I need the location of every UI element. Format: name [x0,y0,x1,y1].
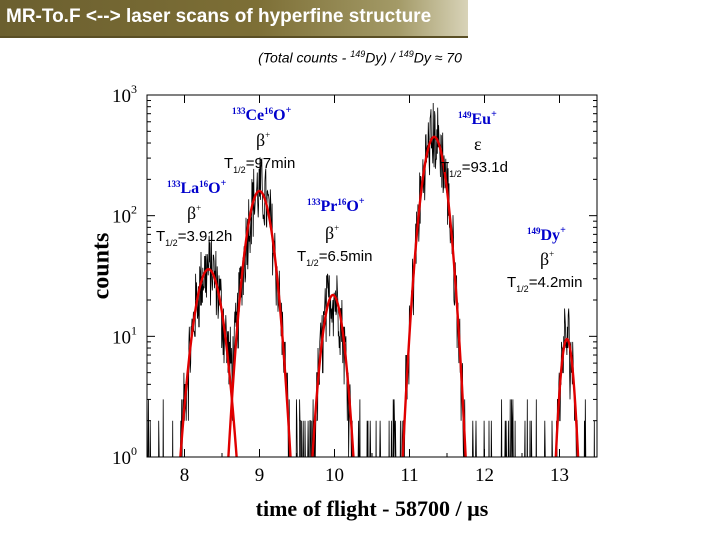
pro-decay: β [325,223,334,243]
subtitle-pre: (Total counts - [258,49,351,66]
ceo-t-sub: 1/2 [233,165,246,175]
subtitle-post: Dy ≈ 70 [413,49,462,66]
eu-el1: Eu [472,111,492,128]
dy-charge: + [560,225,566,236]
pro-charge: + [359,196,365,207]
x-tick-label: 13 [550,465,569,486]
pro-t-val: =6.5min [319,248,373,265]
fit-curve-peak-3 [311,293,355,457]
annotation-lao: 133La16O+ β+ T1/2=3.912h [156,178,232,248]
y-tick-label: 100 [112,444,137,469]
dy-t: T [507,274,516,291]
svg-text:T1/2=6.5min: T1/2=6.5min [297,248,372,268]
x-tick-label: 10 [325,465,344,486]
svg-text:T1/2=97min: T1/2=97min [224,155,295,175]
ceo-el1: Ce [246,107,265,124]
pro-t: T [297,248,306,265]
slide-title: MR-To.F <--> laser scans of hyperfine st… [6,6,432,27]
eu-decay: ε [474,134,482,154]
pro-el1: Pr [321,198,338,215]
annotation-dy: 149Dy+ β+ T1/2=4.2min [507,225,582,294]
x-tick-label: 9 [255,465,265,486]
lao-t: T [156,228,165,245]
title-bar: MR-To.F <--> laser scans of hyperfine st… [0,0,468,38]
y-tick-label: 103 [112,82,137,107]
subtitle-sup2: 149 [398,49,414,59]
lao-mass: 133 [167,179,181,189]
eu-mass: 149 [458,110,472,120]
x-tick-label: 11 [400,465,418,486]
dy-el1: Dy [541,227,561,244]
ceo-m2: 16 [264,106,274,116]
ceo-mass: 133 [232,106,246,116]
svg-text:β+: β+ [256,130,270,150]
fit-curve-peak-5 [554,337,580,457]
svg-text:T1/2=4.2min: T1/2=4.2min [507,274,582,294]
svg-text:T1/2=93.1d: T1/2=93.1d [440,159,508,179]
ceo-el2: O [273,107,285,124]
lao-decay-sup: + [196,203,201,213]
fit-curve-peak-1 [179,268,238,457]
x-axis-label: time of flight - 58700 / µs [256,496,489,521]
annotation-pro: 133Pr16O+ β+ T1/2=6.5min [297,196,372,268]
dy-t-sub: 1/2 [516,284,529,294]
eu-t-val: =93.1d [462,159,508,176]
lao-t-sub: 1/2 [165,238,178,248]
dy-mass: 149 [527,226,541,236]
y-tick-label: 102 [112,203,137,228]
ceo-t: T [224,155,233,172]
ceo-t-val: =97min [246,155,296,172]
pro-t-sub: 1/2 [306,258,319,268]
svg-text:β+: β+ [540,249,554,269]
y-axis-label: counts [89,233,115,300]
svg-text:β+: β+ [325,223,339,243]
pro-el2: O [346,198,358,215]
subtitle-mid: Dy) / [365,49,399,66]
lao-decay: β [187,203,196,223]
ceo-decay-sup: + [265,130,270,140]
subtitle-sup1: 149 [350,49,366,59]
ceo-charge: + [286,105,292,116]
pro-decay-sup: + [334,223,339,233]
annotation-ceo: 133Ce16O+ β+ T1/2=97min [224,105,295,175]
annotation-eu: 149Eu+ ε T1/2=93.1d [440,109,508,179]
svg-text:149Eu+: 149Eu+ [458,109,497,128]
fit-curve-peak-4 [401,135,467,457]
chart-subtitle: (Total counts - 149Dy) / 149Dy ≈ 70 [0,49,720,66]
lao-el1: La [181,180,200,197]
lao-el2: O [208,180,220,197]
x-tick-label: 8 [180,465,190,486]
svg-text:133La16O+: 133La16O+ [167,178,227,197]
eu-charge: + [491,109,497,120]
svg-text:β+: β+ [187,203,201,223]
x-tick-label: 12 [475,465,494,486]
ceo-decay: β [256,130,265,150]
lao-t-val: =3.912h [178,228,233,245]
eu-t: T [440,159,449,176]
lao-m2: 16 [199,179,209,189]
y-tick-label: 101 [112,323,137,348]
data-series-line [147,102,597,457]
fit-curve-peak-2 [227,189,292,457]
eu-t-sub: 1/2 [449,169,462,179]
pro-mass: 133 [307,197,321,207]
dy-decay: β [540,249,549,269]
dy-t-val: =4.2min [529,274,583,291]
svg-text:149Dy+: 149Dy+ [527,225,566,244]
svg-text:133Ce16O+: 133Ce16O+ [232,105,292,124]
dy-decay-sup: + [549,249,554,259]
svg-text:T1/2=3.912h: T1/2=3.912h [156,228,232,248]
pro-m2: 16 [337,197,347,207]
lao-charge: + [221,178,227,189]
svg-text:133Pr16O+: 133Pr16O+ [307,196,365,215]
